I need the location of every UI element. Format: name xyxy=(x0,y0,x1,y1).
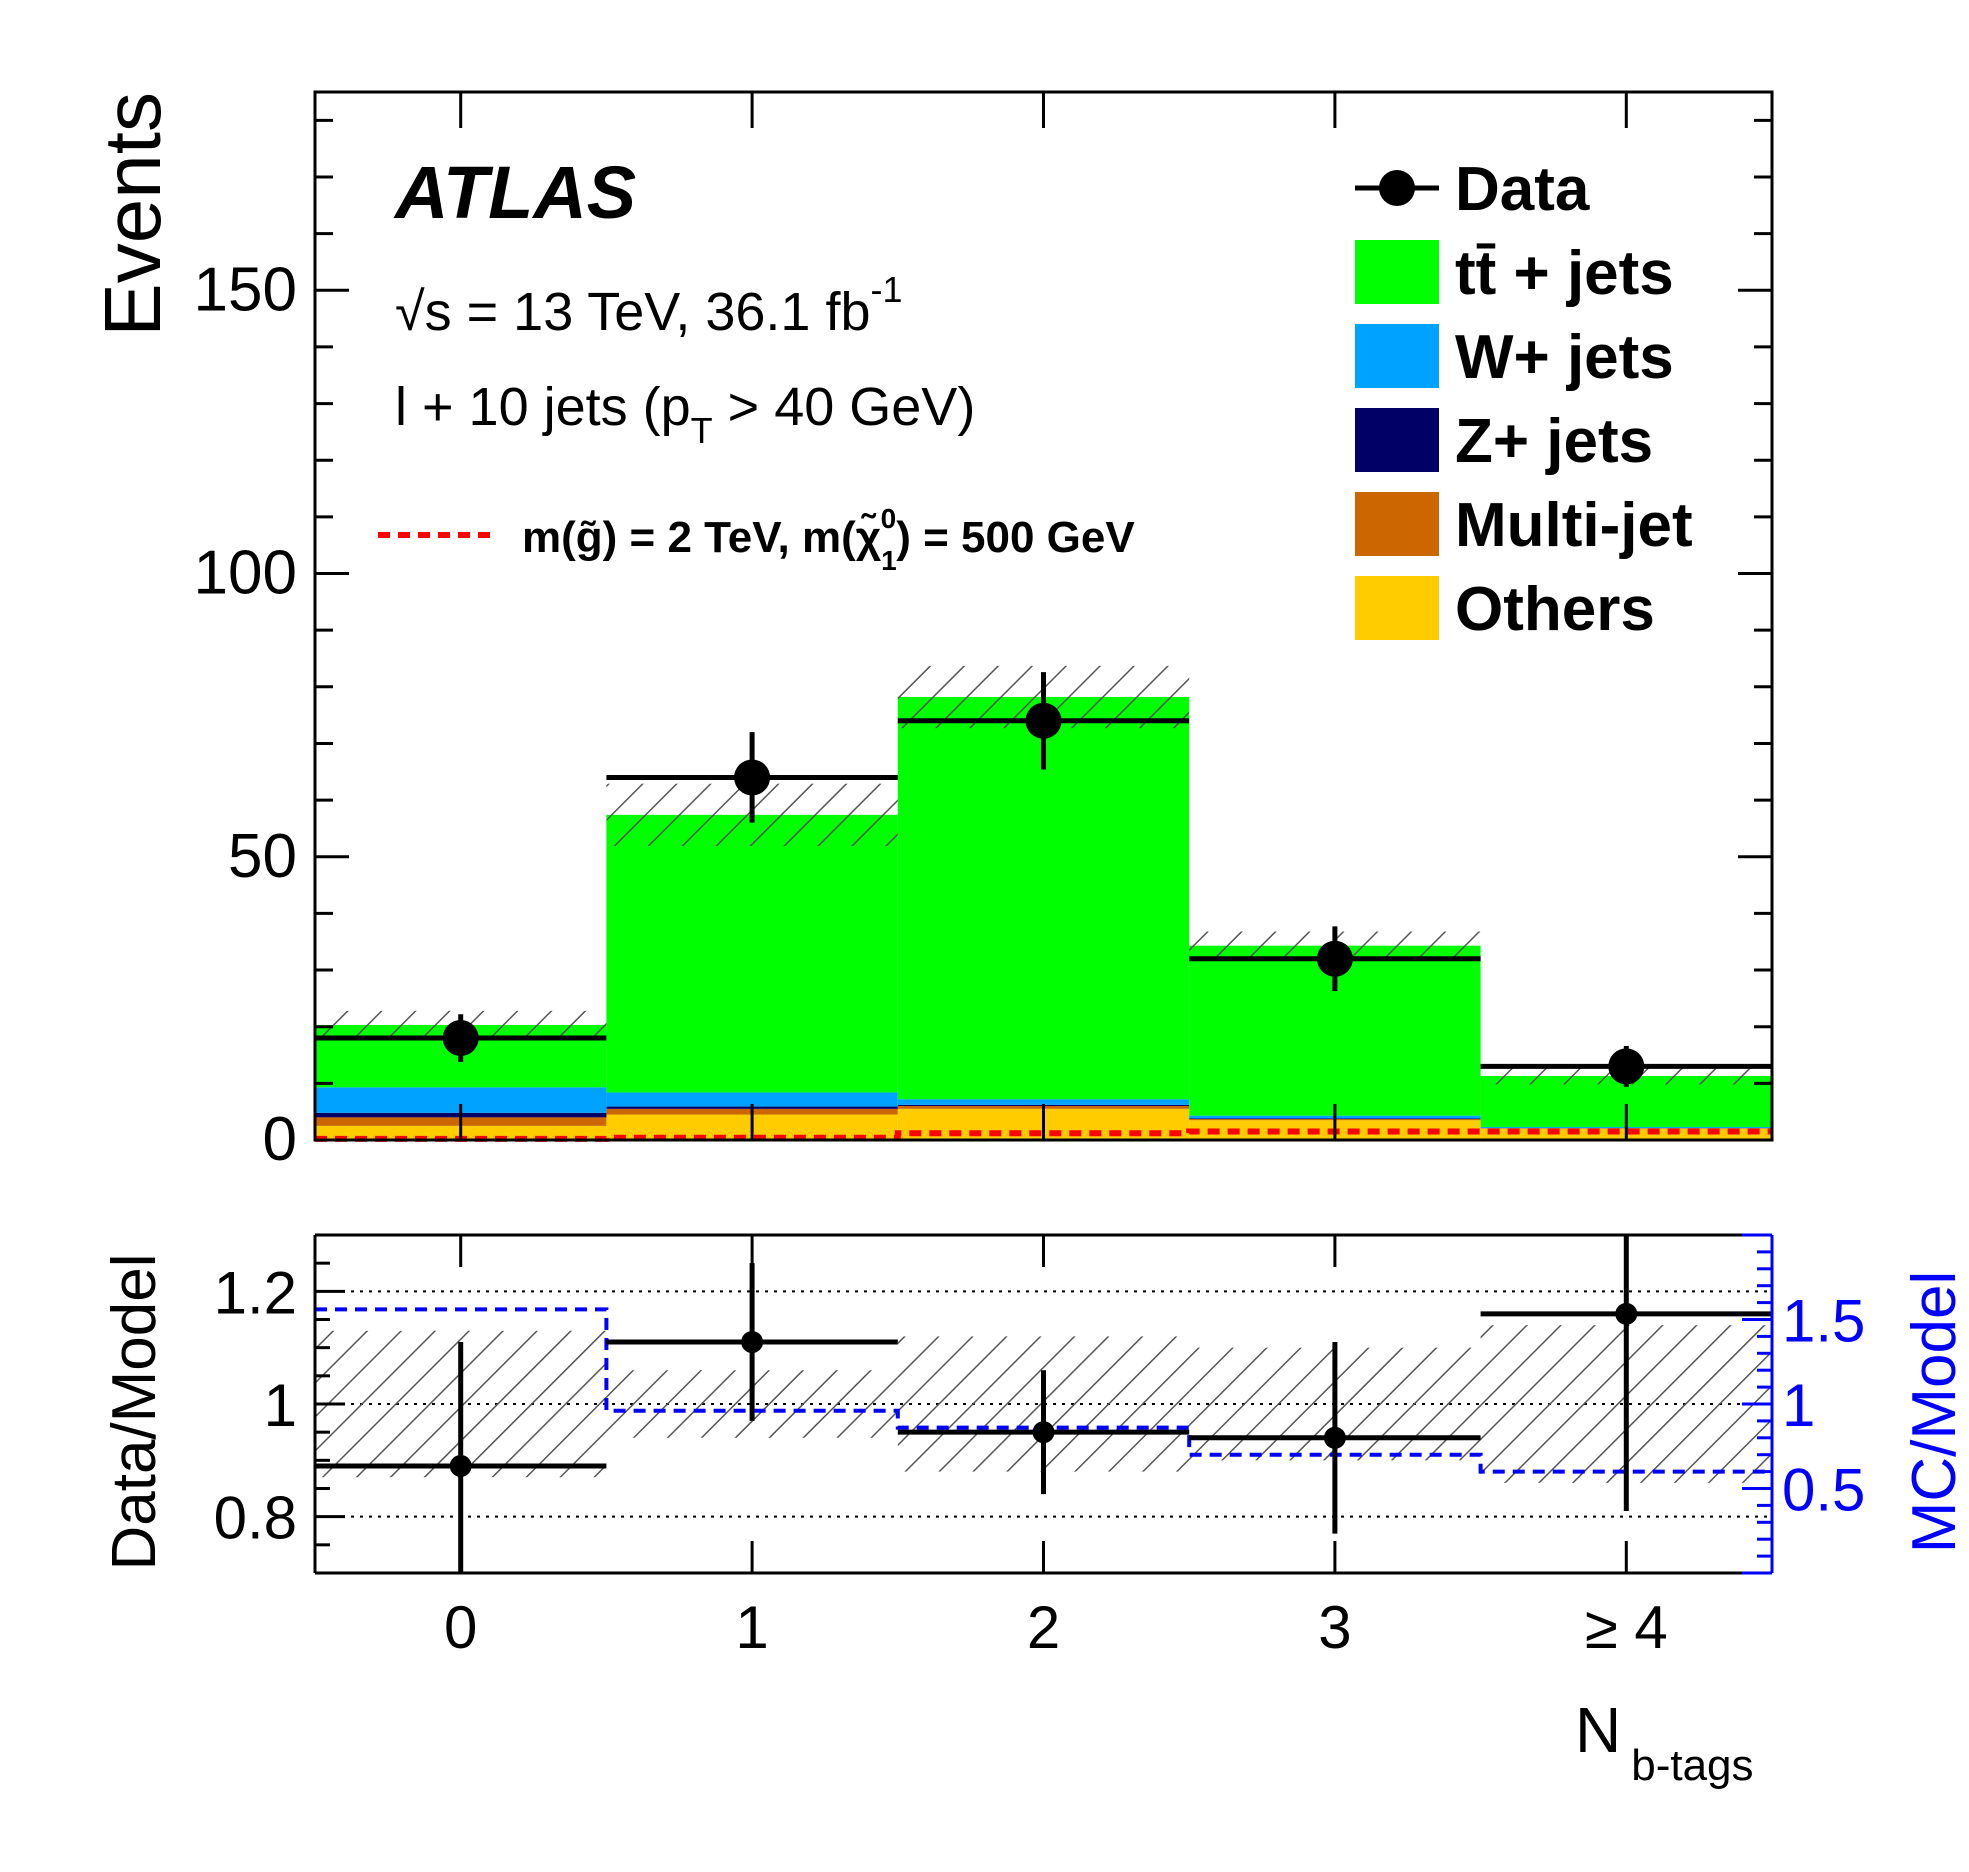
ratio-axes: 0.8 1 1.2 0.5 1 1.5 0 1 2 3 ≥ 4 xyxy=(214,1233,1865,1661)
energy-label: √s = 13 TeV, 36.1 fb-1 xyxy=(395,269,903,342)
y-tick-label-150: 150 xyxy=(194,255,297,324)
legend-label-multi-jet: Multi-jet xyxy=(1455,491,1693,560)
selection-label: l + 10 jets (pT > 40 GeV) xyxy=(395,377,975,451)
ratio-y-tick-label-0: 0.8 xyxy=(214,1485,297,1552)
data-point-4 xyxy=(1608,1048,1645,1085)
main-panel: 0 50 100 150 Events ATLAS √s = 13 TeV, 36.1… xyxy=(88,90,1774,1174)
data-point-2 xyxy=(1025,702,1062,739)
ratio-y-tick-label-1: 1 xyxy=(264,1372,297,1439)
legend: Data tt̄ + jets W+ jets Z+ jets Multi-jet Oth… xyxy=(1355,155,1693,644)
legend-label-others: Others xyxy=(1455,575,1655,644)
legend-swatch-w-jets xyxy=(1355,324,1439,388)
ratio-y-axis-label: Data/Model xyxy=(100,1253,169,1570)
ratio-y-tick-label-2: 1.2 xyxy=(214,1259,297,1326)
legend-marker-dot xyxy=(1379,170,1415,206)
x-tick-label-3: 3 xyxy=(1318,1594,1351,1661)
signal-step-line xyxy=(315,1128,1772,1142)
x-tick-label-0: 0 xyxy=(444,1594,477,1661)
mc-y-tick-label-1: 1 xyxy=(1782,1372,1815,1439)
bar-tt-jets-1 xyxy=(606,814,898,1093)
legend-label-data: Data xyxy=(1455,155,1590,224)
ratio-point-4 xyxy=(1615,1302,1638,1325)
ratio-point-0 xyxy=(449,1454,472,1477)
y-tick-label-100: 100 xyxy=(194,539,297,608)
ratio-point-1 xyxy=(741,1331,764,1354)
bar-w-jets-2 xyxy=(897,1099,1190,1105)
ratio-panel: 0.8 1 1.2 0.5 1 1.5 0 1 2 3 ≥ 4 Data/Model MC/Mode… xyxy=(100,1233,1969,1790)
stacked-histogram xyxy=(315,697,1772,1140)
y-tick-label-0: 0 xyxy=(263,1105,297,1174)
mc-y-tick-label-0: 0.5 xyxy=(1782,1457,1865,1524)
main-axes: 0 50 100 150 xyxy=(194,90,1774,1174)
legend-swatch-others xyxy=(1355,576,1439,640)
data-point-1 xyxy=(734,759,771,796)
y-axis-label: Events xyxy=(88,92,177,337)
signal-line xyxy=(315,1128,1772,1142)
ratio-data-points xyxy=(315,1235,1772,1573)
legend-swatch-multi-jet xyxy=(1355,492,1439,556)
mc-model-axis-label: MC/Model xyxy=(1900,1271,1969,1554)
x-tick-label-1: 1 xyxy=(735,1594,768,1661)
y-tick-label-50: 50 xyxy=(228,822,297,891)
data-points xyxy=(315,672,1772,1087)
ratio-point-2 xyxy=(1032,1421,1055,1444)
x-tick-label-2: 2 xyxy=(1027,1594,1060,1661)
data-point-0 xyxy=(442,1020,479,1057)
legend-swatch-z-jets xyxy=(1355,408,1439,472)
legend-label-tt-jets: tt̄ + jets xyxy=(1455,239,1674,308)
legend-label-z-jets: Z+ jets xyxy=(1455,407,1653,476)
legend-label-w-jets: W+ jets xyxy=(1455,323,1674,392)
bar-w-jets-1 xyxy=(606,1092,898,1107)
atlas-label: ATLAS xyxy=(393,151,636,234)
signal-legend-label: m(g̃) = 2 TeV, m(χ̃10) = 500 GeV xyxy=(522,503,1135,576)
mc-y-tick-label-2: 1.5 xyxy=(1782,1288,1865,1355)
legend-swatch-tt-jets xyxy=(1355,240,1439,304)
x-tick-label-4: ≥ 4 xyxy=(1585,1594,1668,1661)
ratio-point-3 xyxy=(1323,1426,1346,1449)
data-point-3 xyxy=(1316,940,1353,977)
